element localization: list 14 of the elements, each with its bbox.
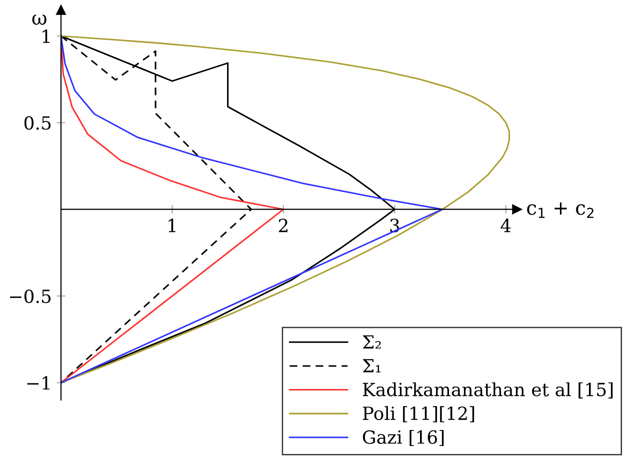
x-tick-label: 1	[168, 218, 176, 232]
legend-label: Σ₁	[362, 359, 381, 372]
y-tick-label: 1	[42, 29, 50, 43]
x-tick-label: 2	[278, 218, 288, 232]
y-tick-label: 0.5	[24, 116, 51, 130]
legend-label: Σ₂	[362, 335, 381, 349]
legend-label: Poli [11][12]	[362, 406, 474, 422]
x-tick-label: 4	[500, 218, 511, 232]
legend-label: Kadirkamanathan et al [15]	[362, 382, 613, 398]
x-axis-title: c$_{1}$ + c$_{2}$	[527, 202, 594, 218]
y-tick-label: −0.5	[10, 289, 51, 304]
legend-label: Gazi [16]	[362, 430, 444, 446]
y-axis-title: ω	[32, 14, 46, 25]
y-tick-label: −1	[27, 376, 50, 390]
